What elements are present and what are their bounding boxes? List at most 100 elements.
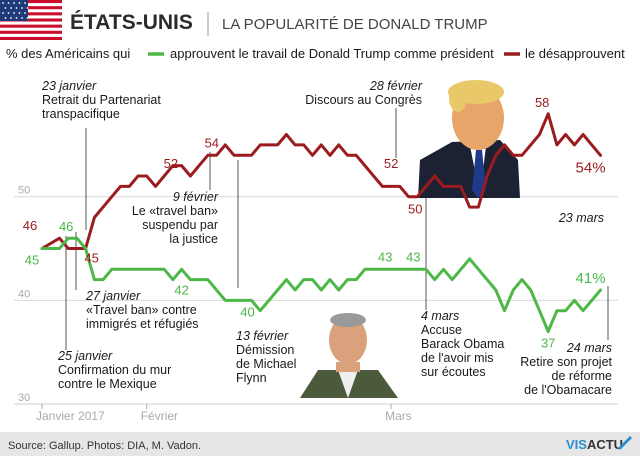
flag-star <box>2 12 4 14</box>
value-label-approve: 46 <box>59 219 73 234</box>
y-tick-label: 30 <box>18 392 30 404</box>
x-axis: Janvier 2017 Février Mars <box>36 404 412 423</box>
annotation-text: de Michael <box>236 357 296 371</box>
trump-photo <box>418 80 520 198</box>
value-label-disapprove: 58 <box>535 95 549 110</box>
flag-stripe <box>0 0 62 4</box>
flag-star <box>7 2 10 4</box>
annotation-date: 25 janvier <box>57 349 113 363</box>
annotation-text: Le «travel ban» <box>132 204 218 218</box>
flag-star <box>4 7 7 9</box>
annotation-date: 23 mars <box>558 211 604 225</box>
annotation-text: immigrés et réfugiés <box>86 317 199 331</box>
annotation-text: la justice <box>169 232 218 246</box>
flag-star <box>4 17 7 19</box>
value-label-disapprove: 52 <box>384 156 398 171</box>
flag-star <box>21 17 23 19</box>
annotation-date: 13 février <box>236 329 289 343</box>
annotation-date: 23 janvier <box>41 79 97 93</box>
flag-stripe <box>0 6 62 10</box>
annotation-text: Démission <box>236 343 294 357</box>
brand-arrow-icon <box>618 436 632 450</box>
annotation-text: de l'Obamacare <box>524 383 612 397</box>
brand-logo-part1: VIS <box>566 437 587 452</box>
annotation-date: 4 mars <box>421 309 459 323</box>
value-label-approve: 43 <box>406 249 420 264</box>
annotation-text: Flynn <box>236 371 267 385</box>
y-tick-label: 40 <box>18 288 30 300</box>
annotation-text: «Travel ban» contre <box>86 303 197 317</box>
value-label-approve: 43 <box>378 249 392 264</box>
flag-star <box>15 17 18 19</box>
annotation-text: de l'avoir mis <box>421 351 494 365</box>
flag-star <box>7 12 10 14</box>
value-label-disapprove: 50 <box>408 202 422 217</box>
us-flag-icon <box>0 0 62 40</box>
legend-approve-label: approuvent le travail de Donald Trump co… <box>170 46 494 61</box>
annotation-text: de réforme <box>552 369 612 383</box>
brand-logo-part2: ACTU <box>587 437 623 452</box>
annotation-text: Confirmation du mur <box>58 363 171 377</box>
flag-stripe <box>0 30 62 34</box>
legend-disapprove-label: le désapprouvent <box>525 46 625 61</box>
value-label-approve: 42 <box>174 283 188 298</box>
value-label-approve: 41% <box>576 270 606 287</box>
annotation-date: 24 mars <box>566 341 612 355</box>
flag-star <box>13 12 15 14</box>
y-axis: 30 40 50 <box>18 185 30 404</box>
annotation-text: Retire son projet <box>520 355 612 369</box>
footer-bar <box>0 432 640 456</box>
annotation-text: sur écoutes <box>421 365 486 379</box>
flag-star <box>18 12 21 14</box>
flag-star <box>2 2 4 4</box>
flag-star <box>10 7 12 9</box>
flag-star <box>21 7 23 9</box>
annotation-date: 9 février <box>173 190 219 204</box>
annotation-text: transpacifique <box>42 107 120 121</box>
value-label-approve: 45 <box>25 253 39 268</box>
legend-lead: % des Américains qui <box>6 46 130 61</box>
annotation-date: 27 janvier <box>85 289 141 303</box>
annotation-text: Accuse <box>421 323 462 337</box>
value-label-disapprove: 54% <box>576 159 606 176</box>
footer-source: Source: Gallup. Photos: DIA, M. Vadon. <box>8 440 201 452</box>
value-label-disapprove: 52 <box>164 156 178 171</box>
x-tick-label: Janvier 2017 <box>36 409 105 423</box>
annotation-text: Retrait du Partenariat <box>42 93 161 107</box>
flag-star <box>15 7 18 9</box>
x-tick-label: Février <box>141 409 178 423</box>
page-title: ÉTATS-UNIS <box>70 11 193 34</box>
flag-star <box>10 17 12 19</box>
annotation-text: contre le Mexique <box>58 377 157 391</box>
flag-star <box>13 2 15 4</box>
flag-stripe <box>0 18 62 22</box>
flag-stripe <box>0 36 62 40</box>
flag-star <box>26 17 29 19</box>
series-line-approve <box>40 236 602 333</box>
annotation-leaders <box>65 108 609 350</box>
value-label-disapprove: 45 <box>84 251 98 266</box>
value-label-disapprove: 46 <box>23 218 37 233</box>
series-line-disapprove <box>40 112 602 250</box>
annotation-text: suspendu par <box>142 218 218 232</box>
value-label-approve: 40 <box>240 304 254 319</box>
flynn-photo <box>296 306 400 398</box>
annotation-mar23: 23 mars <box>558 211 604 225</box>
value-label-approve: 37 <box>541 335 555 350</box>
flag-star <box>24 2 26 4</box>
y-tick-label: 50 <box>18 185 30 197</box>
x-tick-label: Mars <box>385 409 412 423</box>
flag-star <box>24 12 26 14</box>
flag-stripe <box>0 12 62 16</box>
annotation-text: Discours au Congrès <box>305 93 422 107</box>
brand-logo: VISACTU <box>566 437 623 452</box>
